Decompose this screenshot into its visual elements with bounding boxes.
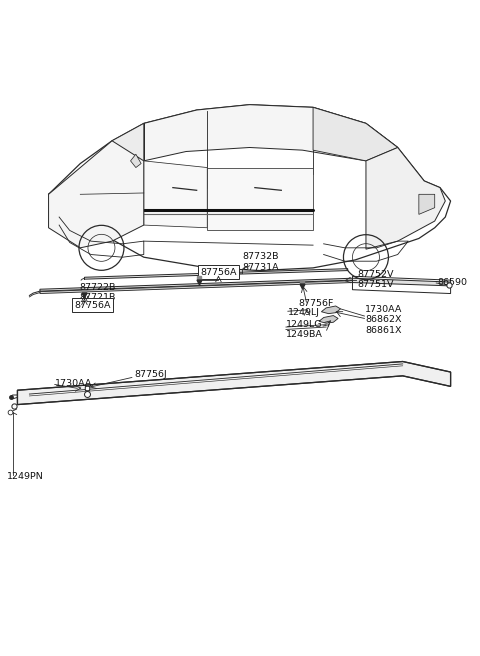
Text: 87722B
87721B: 87722B 87721B [80,283,116,302]
Polygon shape [131,154,141,167]
Text: 1249LG
1249BA: 1249LG 1249BA [286,319,323,339]
Text: 87756J: 87756J [135,371,168,379]
Polygon shape [419,194,435,215]
Polygon shape [84,269,348,279]
Polygon shape [366,148,445,249]
Text: 86590: 86590 [437,277,467,287]
Polygon shape [112,123,144,174]
Polygon shape [112,105,398,174]
Polygon shape [40,278,352,291]
Polygon shape [313,108,398,161]
Text: 1249LJ: 1249LJ [288,308,320,318]
Text: 1249PN: 1249PN [6,472,43,481]
Polygon shape [319,316,338,323]
Polygon shape [17,361,451,405]
Text: 1730AA
86862X
86861X: 1730AA 86862X 86861X [365,305,403,335]
Text: 1730AA: 1730AA [55,379,92,388]
Polygon shape [40,281,352,293]
Polygon shape [352,278,451,286]
Polygon shape [144,161,207,228]
Polygon shape [322,306,340,314]
Polygon shape [207,167,313,230]
Text: 87756A: 87756A [74,300,111,310]
Text: 87752V
87751V: 87752V 87751V [357,270,394,289]
Text: 87756F: 87756F [299,299,334,308]
Polygon shape [48,141,144,248]
Text: 87756A: 87756A [200,268,237,276]
Text: 87732B
87731A: 87732B 87731A [242,253,279,272]
